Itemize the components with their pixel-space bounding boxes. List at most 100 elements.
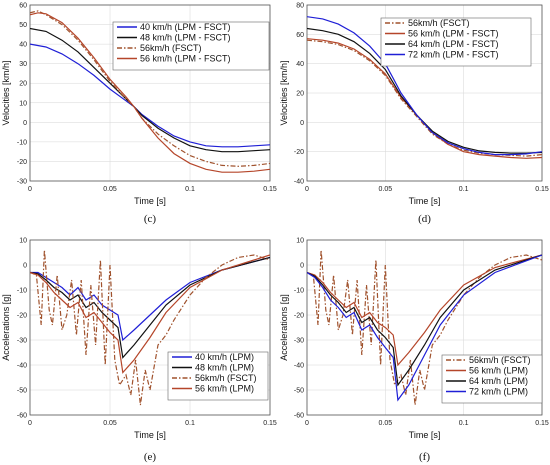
series-line-3 bbox=[30, 249, 270, 406]
x-tick-label: 0 bbox=[305, 186, 309, 193]
y-axis-label: Accelerations [g] bbox=[1, 294, 11, 361]
y-tick-label: 60 bbox=[296, 32, 304, 39]
series-line-4 bbox=[307, 254, 542, 402]
series-line-4 bbox=[307, 16, 542, 156]
panel-caption: (d) bbox=[418, 213, 431, 225]
legend-entry: 56km/h (FSCT) bbox=[140, 43, 202, 53]
y-tick-label: 10 bbox=[19, 238, 27, 245]
legend-entry: 56 km/h (LPM) bbox=[469, 366, 528, 376]
panel-caption: (f) bbox=[419, 451, 430, 463]
panel-caption: (e) bbox=[144, 451, 157, 463]
y-tick-label: 20 bbox=[296, 91, 304, 98]
legend-entry: 72 km/h (LPM) bbox=[469, 387, 528, 397]
chart-d: 0 0.05 0.1 0.15 -40 -20 0 20 40 60 80 Time [s] Veloc… bbox=[279, 3, 549, 226]
x-tick-label: 0 bbox=[305, 420, 309, 427]
y-tick-label: 10 bbox=[19, 100, 27, 107]
legend: 56km/h (FSCT)56 km/h (LPM)64 km/h (LPM)7… bbox=[441, 354, 543, 404]
legend-entry: 56 km/h (LPM - FSCT) bbox=[140, 54, 231, 64]
y-tick-label: -10 bbox=[294, 288, 304, 295]
legend: 40 km/h (LPM - FSCT)48 km/h (LPM - FSCT)… bbox=[112, 21, 270, 71]
x-tick-label: 0.05 bbox=[103, 186, 117, 193]
y-tick-label: 40 bbox=[19, 42, 27, 49]
y-tick-label: 0 bbox=[300, 263, 304, 270]
x-tick-label: 0.05 bbox=[379, 186, 393, 193]
legend-entry: 72 km/h (LPM - FSCT) bbox=[408, 50, 499, 60]
series-line-1 bbox=[30, 256, 270, 342]
plot-frame bbox=[29, 239, 271, 416]
x-tick-label: 0.05 bbox=[379, 420, 393, 427]
y-tick-label: -20 bbox=[17, 159, 27, 166]
y-tick-label: -50 bbox=[294, 388, 304, 395]
series-line-2 bbox=[30, 256, 270, 359]
legend-entry: 56km/h (FSCT) bbox=[195, 373, 257, 383]
y-axis-label: Velocities [km/h] bbox=[1, 60, 11, 125]
legend-entry: 48 km/h (LPM) bbox=[195, 363, 254, 373]
chart-e: 0 0.05 0.1 0.15 -60 -50 -40 -30 -20 -10 0 10 Time [s… bbox=[1, 238, 277, 464]
y-tick-label: -20 bbox=[294, 313, 304, 320]
y-tick-label: -20 bbox=[17, 313, 27, 320]
y-tick-label: 10 bbox=[296, 238, 304, 245]
legend-box bbox=[380, 17, 532, 67]
y-tick-label: -10 bbox=[17, 139, 27, 146]
panel-caption: (c) bbox=[144, 213, 157, 225]
legend-entry: 56 km/h (LPM) bbox=[195, 384, 254, 394]
x-tick-label: 0.05 bbox=[103, 420, 117, 427]
y-axis-label: Velocities [km/h] bbox=[279, 60, 289, 125]
x-axis-label: Time [s] bbox=[134, 196, 166, 206]
y-tick-label: -30 bbox=[17, 338, 27, 345]
y-tick-label: -40 bbox=[294, 363, 304, 370]
x-tick-label: 0.15 bbox=[535, 420, 549, 427]
y-tick-label: 0 bbox=[23, 120, 27, 127]
chart-f: 0 0.05 0.1 0.15 -60 -50 -40 -30 -20 -10 0 10 Time [s… bbox=[279, 238, 549, 464]
x-tick-label: 0 bbox=[28, 420, 32, 427]
plot-frame bbox=[29, 4, 271, 182]
y-tick-label: 80 bbox=[296, 3, 304, 10]
x-tick-label: 0.1 bbox=[185, 420, 195, 427]
y-tick-label: -30 bbox=[17, 179, 27, 186]
legend-box bbox=[112, 21, 270, 71]
x-tick-label: 0.1 bbox=[185, 186, 195, 193]
legend-box bbox=[441, 354, 543, 404]
y-tick-label: -40 bbox=[294, 179, 304, 186]
x-axis-label: Time [s] bbox=[134, 430, 166, 440]
legend-entry: 64 km/h (LPM) bbox=[469, 376, 528, 386]
x-tick-label: 0.1 bbox=[459, 420, 469, 427]
y-tick-label: -30 bbox=[294, 338, 304, 345]
series-line-2 bbox=[30, 27, 270, 153]
y-tick-label: -40 bbox=[17, 363, 27, 370]
y-tick-label: -60 bbox=[294, 413, 304, 420]
legend: 56km/h (FSCT)56 km/h (LPM - FSCT)64 km/h… bbox=[380, 17, 532, 67]
legend-entry: 56km/h (FSCT) bbox=[408, 18, 470, 28]
series-line-1 bbox=[30, 43, 270, 148]
y-tick-label: 50 bbox=[19, 22, 27, 29]
y-tick-label: 40 bbox=[296, 61, 304, 68]
series-line-1 bbox=[307, 249, 542, 406]
legend-entry: 40 km/h (LPM - FSCT) bbox=[140, 22, 231, 32]
y-tick-label: 30 bbox=[19, 61, 27, 68]
y-tick-label: 20 bbox=[19, 81, 27, 88]
x-tick-label: 0.15 bbox=[263, 420, 277, 427]
legend-entry: 56km/h (FSCT) bbox=[469, 355, 531, 365]
y-tick-label: 60 bbox=[19, 3, 27, 10]
chart-c: 0 0.05 0.1 0.15 -30 -20 -10 0 10 20 30 40 50 60 Time [… bbox=[1, 3, 277, 226]
x-tick-label: 0.1 bbox=[459, 186, 469, 193]
x-tick-label: 0.15 bbox=[263, 186, 277, 193]
y-axis-label: Accelerations [g] bbox=[279, 294, 289, 361]
legend-box bbox=[167, 351, 269, 401]
plot-frame bbox=[306, 4, 543, 182]
series-line-4 bbox=[30, 254, 270, 374]
y-tick-label: -10 bbox=[17, 288, 27, 295]
x-axis-label: Time [s] bbox=[409, 430, 441, 440]
legend: 40 km/h (LPM)48 km/h (LPM)56km/h (FSCT)5… bbox=[167, 351, 269, 401]
series-line-2 bbox=[307, 254, 542, 367]
y-tick-label: -60 bbox=[17, 413, 27, 420]
y-tick-label: 0 bbox=[300, 120, 304, 127]
legend-entry: 56 km/h (LPM - FSCT) bbox=[408, 29, 499, 39]
series-line-1 bbox=[307, 39, 542, 157]
y-tick-label: -20 bbox=[294, 149, 304, 156]
y-tick-label: -50 bbox=[17, 388, 27, 395]
y-tick-label: 0 bbox=[23, 263, 27, 270]
x-tick-label: 0 bbox=[28, 186, 32, 193]
series-line-4 bbox=[30, 12, 270, 173]
